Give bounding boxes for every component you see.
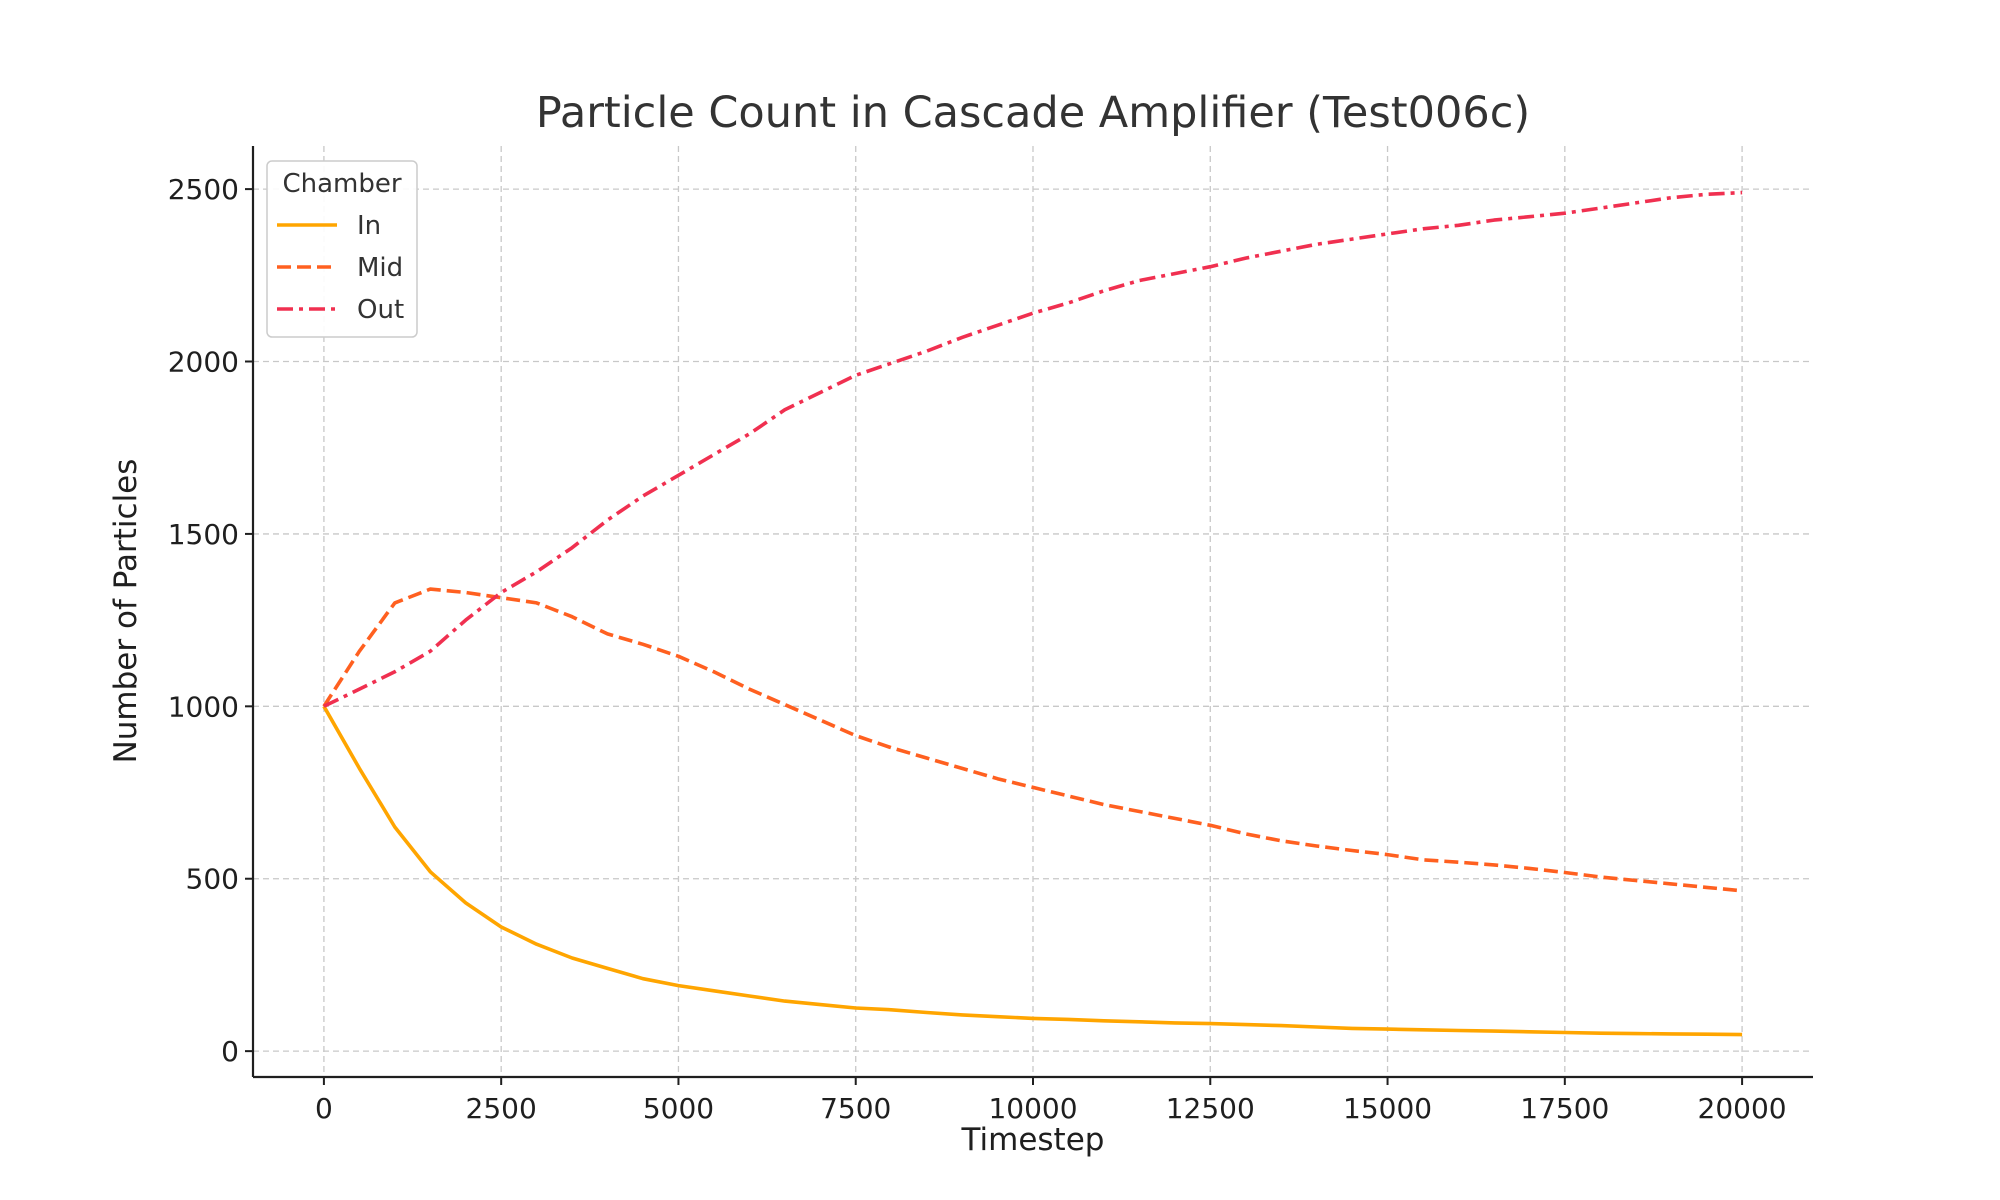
series-line-out	[323, 190, 1743, 708]
x-tick-label: 12500	[1166, 1092, 1255, 1125]
x-axis-title: Timestep	[961, 1122, 1105, 1158]
x-tick-label: 7500	[820, 1092, 891, 1125]
y-tick-label: 500	[186, 863, 239, 896]
x-tick-label: 0	[315, 1092, 333, 1125]
y-tick-label: 1000	[168, 690, 239, 723]
legend-item-mid: Mid	[277, 253, 403, 283]
y-axis-title: Number of Particles	[108, 459, 144, 764]
y-tick-label: 2000	[168, 346, 239, 379]
x-tick-label: 17500	[1520, 1092, 1609, 1125]
grid	[253, 146, 1813, 1077]
legend: Chamber In Mid Out	[266, 160, 418, 338]
x-tick-label: 20000	[1698, 1092, 1787, 1125]
legend-item-out: Out	[277, 295, 404, 325]
legend-label: In	[357, 211, 381, 241]
x-tick-label: 5000	[643, 1092, 714, 1125]
series-line-mid	[322, 587, 1743, 893]
legend-label: Mid	[357, 253, 403, 283]
legend-box	[266, 160, 418, 338]
x-tick-label: 10000	[988, 1092, 1077, 1125]
y-tick-label: 0	[221, 1035, 239, 1068]
chart-title: Particle Count in Cascade Amplifier (Tes…	[536, 88, 1530, 138]
legend-items: In Mid Out	[277, 211, 404, 325]
legend-label: Out	[357, 295, 404, 325]
legend-title: Chamber	[282, 169, 401, 199]
x-tick-label: 15000	[1343, 1092, 1432, 1125]
legend-item-in: In	[277, 211, 381, 241]
tick-labels: 0 2500 5000 7500 10000 12500 15000 17500 20000 0 5…	[168, 173, 1787, 1125]
y-tick-label: 2500	[168, 173, 239, 206]
y-tick-label: 1500	[168, 518, 239, 551]
series-lines	[322, 190, 1743, 1037]
series-line-in	[322, 705, 1743, 1037]
x-tick-label: 2500	[466, 1092, 537, 1125]
